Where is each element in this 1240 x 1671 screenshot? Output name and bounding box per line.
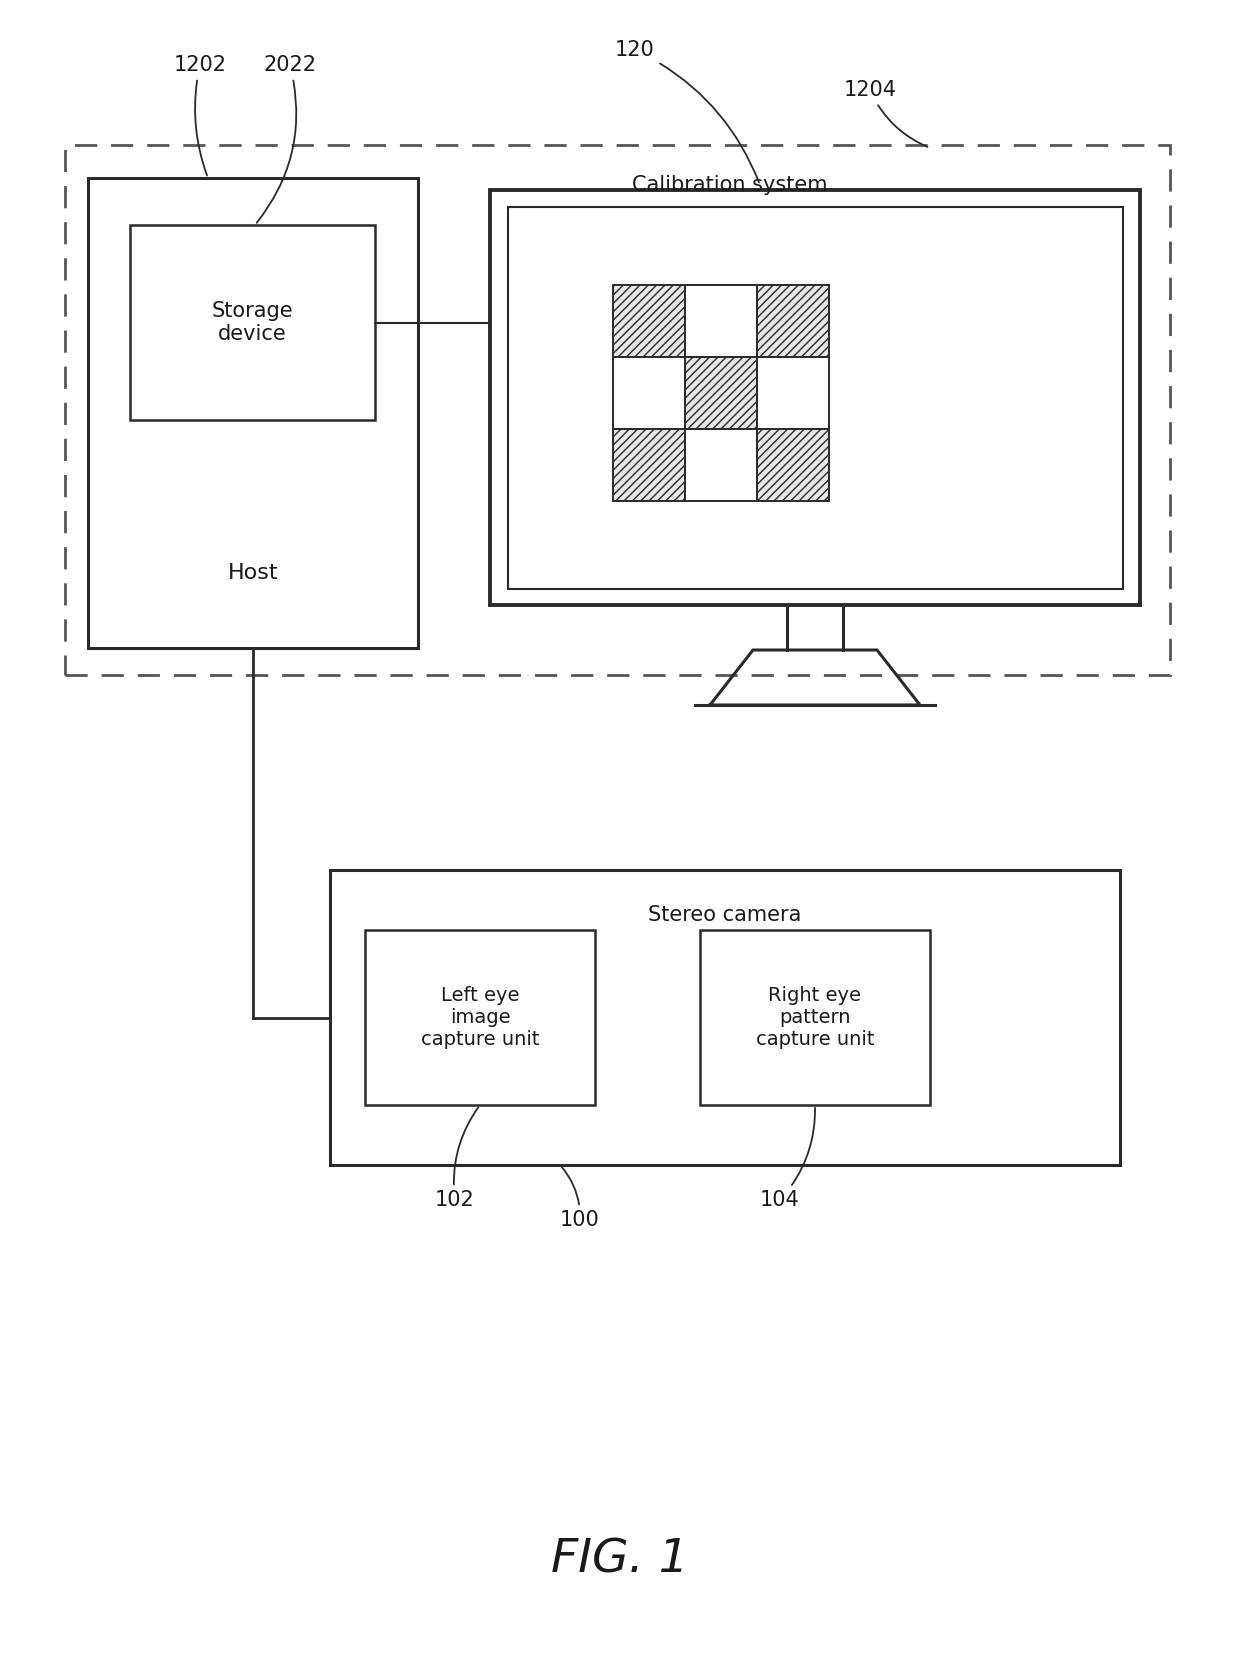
Text: Left eye
image
capture unit: Left eye image capture unit — [420, 986, 539, 1049]
Bar — [330, 871, 1120, 1165]
Bar — [684, 429, 756, 501]
Bar — [613, 286, 684, 358]
Text: Storage
device: Storage device — [212, 301, 294, 344]
Bar — [613, 358, 684, 429]
Text: 1204: 1204 — [843, 80, 928, 147]
Text: 2022: 2022 — [257, 55, 316, 222]
Bar — [756, 358, 830, 429]
Bar — [88, 179, 418, 648]
Bar — [701, 931, 930, 1105]
Bar — [613, 429, 684, 501]
Text: Right eye
pattern
capture unit: Right eye pattern capture unit — [755, 986, 874, 1049]
Bar — [508, 207, 1123, 588]
Text: Calibration system: Calibration system — [632, 175, 828, 196]
Bar — [130, 226, 374, 419]
Text: FIG. 1: FIG. 1 — [551, 1537, 689, 1582]
Text: Stereo camera: Stereo camera — [649, 906, 802, 926]
Text: 102: 102 — [435, 1108, 479, 1210]
Bar — [365, 931, 595, 1105]
Bar — [684, 358, 756, 429]
Text: 100: 100 — [560, 1166, 600, 1230]
Text: Host: Host — [228, 563, 278, 583]
Text: 120: 120 — [615, 40, 759, 182]
Bar — [756, 429, 830, 501]
Text: 104: 104 — [760, 1108, 815, 1210]
Bar — [684, 286, 756, 358]
Bar — [64, 145, 1171, 675]
Text: 1202: 1202 — [174, 55, 227, 175]
Bar — [756, 286, 830, 358]
Bar — [490, 190, 1140, 605]
